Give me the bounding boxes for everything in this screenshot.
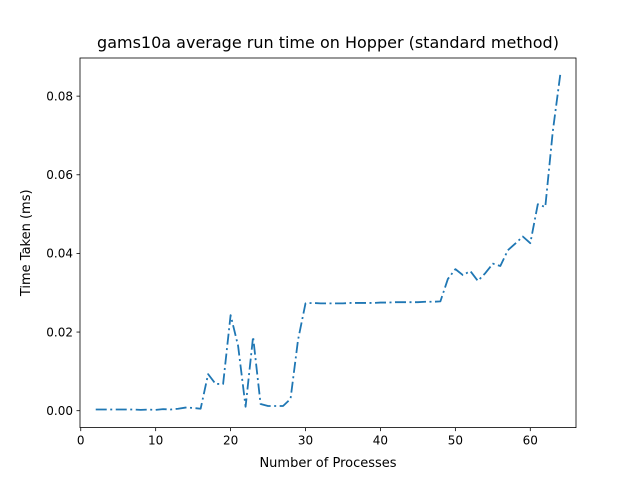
y-axis-ticks: 0.00 0.02 0.04 0.06 0.08: [46, 89, 80, 418]
y-axis-label: Time Taken (ms): [19, 189, 34, 297]
x-axis-label: Number of Processes: [259, 456, 396, 471]
x-tick-label: 60: [523, 434, 538, 448]
chart-title: gams10a average run time on Hopper (stan…: [97, 33, 559, 52]
x-tick-label: 50: [448, 434, 463, 448]
y-tick-label: 0.04: [46, 247, 73, 261]
y-tick-label: 0.08: [46, 89, 73, 103]
y-tick-label: 0.06: [46, 168, 73, 182]
x-tick-label: 20: [223, 434, 238, 448]
y-tick-label: 0.00: [46, 404, 73, 418]
x-axis-ticks: 0 10 20 30 40 50 60: [77, 427, 538, 448]
x-tick-label: 40: [373, 434, 388, 448]
x-tick-label: 30: [298, 434, 313, 448]
x-tick-label: 0: [77, 434, 85, 448]
x-tick-label: 10: [148, 434, 163, 448]
axes-frame: [79, 57, 577, 429]
y-tick-label: 0.02: [46, 325, 73, 339]
